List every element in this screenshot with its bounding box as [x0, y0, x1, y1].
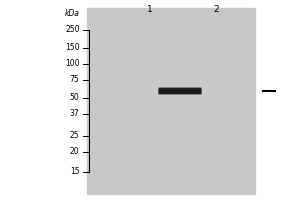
Text: 1: 1 [147, 5, 153, 15]
Text: 50: 50 [70, 94, 80, 102]
Text: 20: 20 [70, 148, 80, 156]
Text: 100: 100 [65, 60, 80, 68]
FancyBboxPatch shape [158, 88, 202, 94]
Text: 25: 25 [70, 132, 80, 140]
Text: 250: 250 [65, 25, 80, 34]
Text: kDa: kDa [64, 9, 80, 19]
Text: 150: 150 [65, 44, 80, 52]
Bar [87, 8, 255, 194]
Text: 15: 15 [70, 168, 80, 176]
Text: 75: 75 [70, 75, 80, 84]
Text: 37: 37 [70, 110, 80, 118]
Text: 2: 2 [213, 5, 219, 15]
